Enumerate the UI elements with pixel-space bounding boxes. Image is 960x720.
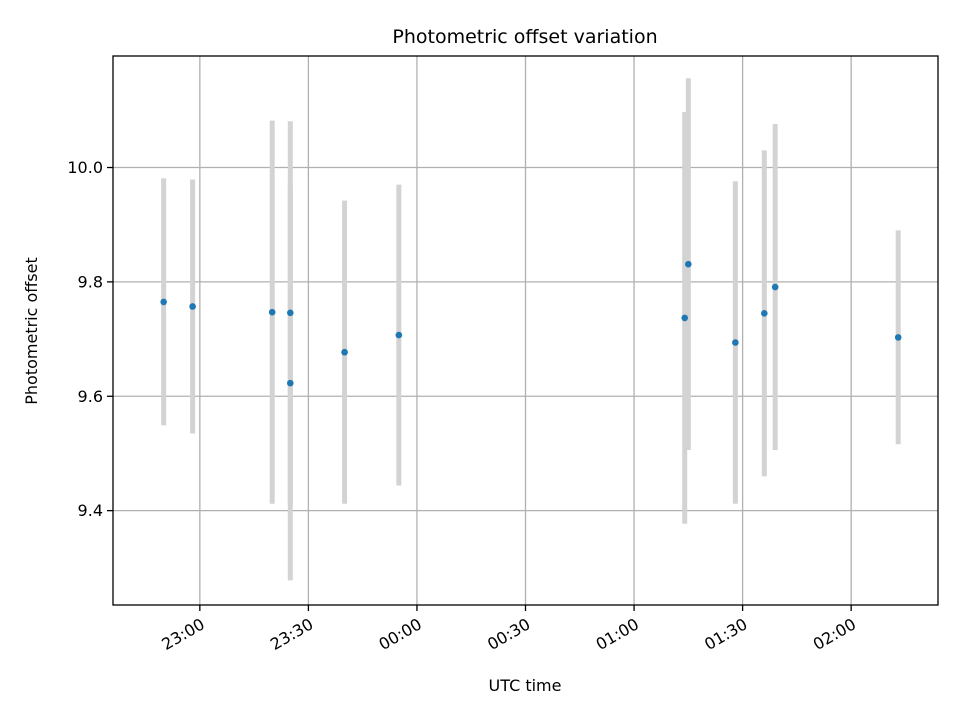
y-tick-label: 10.0: [67, 158, 103, 177]
data-point: [287, 379, 294, 387]
data-point: [771, 283, 779, 291]
y-tick-label: 9.8: [78, 272, 103, 291]
data-point: [681, 314, 689, 322]
y-axis-label: Photometric offset: [22, 257, 41, 405]
data-point: [287, 309, 294, 317]
data-point: [761, 310, 768, 317]
data-point: [341, 348, 348, 356]
data-points: [160, 260, 902, 387]
data-point: [685, 260, 692, 268]
data-point: [395, 331, 403, 339]
chart-title: Photometric offset variation: [392, 26, 657, 48]
y-axis: 9.4 9.6 9.8 10.0: [67, 158, 113, 520]
y-tick-label: 9.4: [78, 501, 103, 520]
x-axis-label: UTC time: [489, 676, 562, 695]
data-point: [894, 334, 902, 341]
grid: [113, 56, 938, 605]
data-point: [160, 298, 167, 306]
data-point: [189, 303, 196, 310]
data-point: [268, 308, 276, 316]
data-point: [732, 339, 739, 346]
y-tick-label: 9.6: [78, 387, 103, 406]
